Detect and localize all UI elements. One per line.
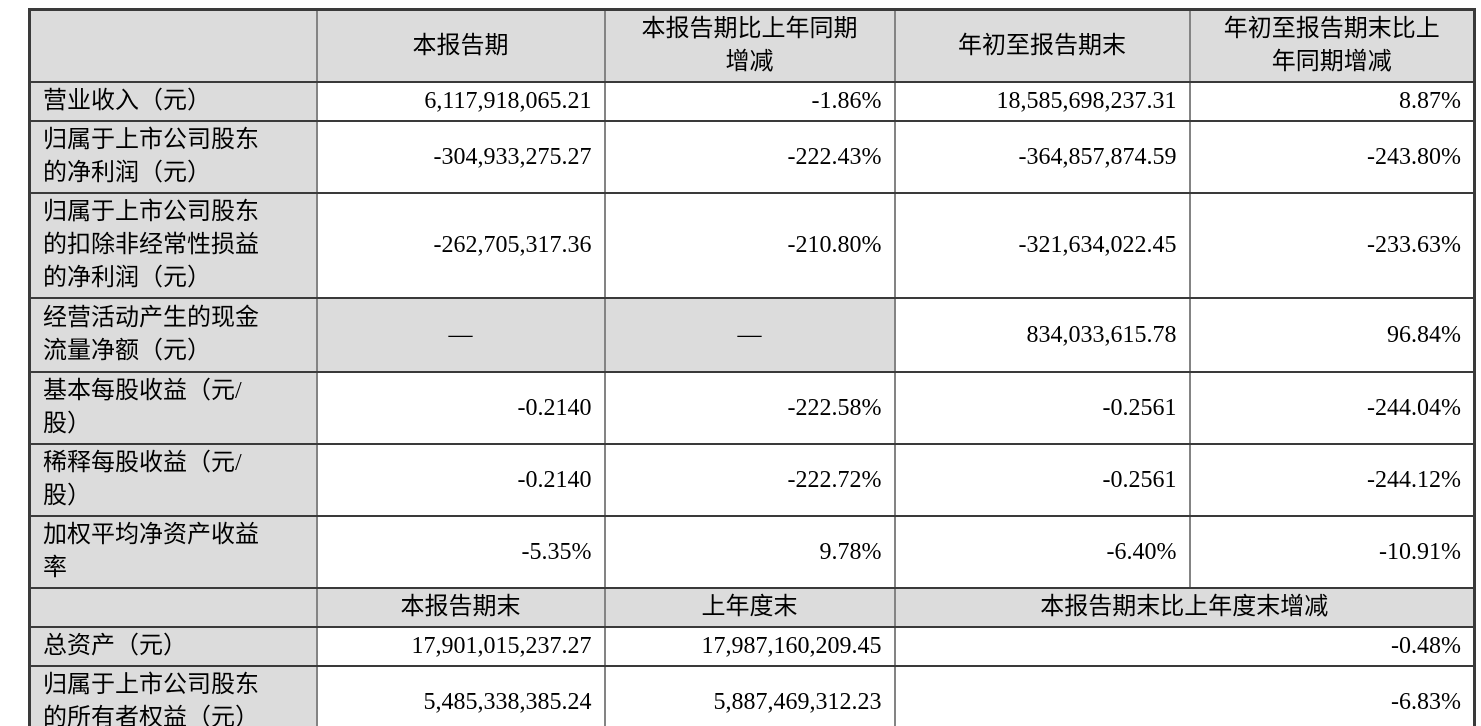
header-change-vs-prior-year-end: 本报告期末比上年度末增减 [893,587,1476,628]
row-label: 经营活动产生的现金 流量净额（元） [28,297,318,373]
table-row-basic-eps: 基本每股收益（元/ 股） -0.2140 -222.58% -0.2561 -2… [28,371,1476,445]
cell-value: 8.87% [1188,81,1476,122]
header-corner-cell [28,8,318,83]
financial-summary-table: 本报告期 本报告期比上年同期 增减 年初至报告期末 年初至报告期末比上 年同期增… [28,8,1476,726]
table-row-operating-cash-flow: 经营活动产生的现金 流量净额（元） — — 834,033,615.78 96.… [28,297,1476,373]
table-row-net-profit: 归属于上市公司股东 的净利润（元） -304,933,275.27 -222.4… [28,120,1476,194]
cell-empty-dash: — [603,297,896,373]
row-label: 基本每股收益（元/ 股） [28,371,318,445]
row-label: 归属于上市公司股东 的扣除非经常性损益 的净利润（元） [28,192,318,299]
row-label: 归属于上市公司股东 的所有者权益（元） [28,665,318,726]
cell-value: -222.43% [603,120,896,194]
cell-value: -5.35% [315,515,606,589]
cell-value: -0.2561 [893,371,1191,445]
period-header-row: 本报告期 本报告期比上年同期 增减 年初至报告期末 年初至报告期末比上 年同期增… [28,8,1476,83]
cell-value: -262,705,317.36 [315,192,606,299]
row-label: 加权平均净资产收益 率 [28,515,318,589]
cell-value: 5,887,469,312.23 [603,665,896,726]
cell-value: -10.91% [1188,515,1476,589]
table-row-diluted-eps: 稀释每股收益（元/ 股） -0.2140 -222.72% -0.2561 -2… [28,443,1476,517]
cell-value: 834,033,615.78 [893,297,1191,373]
cell-value: -6.83% [893,665,1476,726]
cell-value: -244.04% [1188,371,1476,445]
cell-value: -233.63% [1188,192,1476,299]
cell-value: 17,987,160,209.45 [603,626,896,667]
cell-value: -0.2140 [315,443,606,517]
table-row-revenue: 营业收入（元） 6,117,918,065.21 -1.86% 18,585,6… [28,81,1476,122]
cell-value: -244.12% [1188,443,1476,517]
table-row-total-assets: 总资产（元） 17,901,015,237.27 17,987,160,209.… [28,626,1476,667]
cell-value: 18,585,698,237.31 [893,81,1191,122]
cell-value: 9.78% [603,515,896,589]
table-row-owners-equity: 归属于上市公司股东 的所有者权益（元） 5,485,338,385.24 5,8… [28,665,1476,726]
table-row-weighted-avg-roe: 加权平均净资产收益 率 -5.35% 9.78% -6.40% -10.91% [28,515,1476,589]
cell-value: 17,901,015,237.27 [315,626,606,667]
cell-empty-dash: — [315,297,606,373]
header-current-period: 本报告期 [315,8,606,83]
header-end-of-period: 本报告期末 [315,587,606,628]
header-end-of-prior-year: 上年度末 [603,587,896,628]
row-label: 总资产（元） [28,626,318,667]
cell-value: -0.48% [893,626,1476,667]
cell-value: -6.40% [893,515,1191,589]
table-row-net-profit-excl-nonrecurring: 归属于上市公司股东 的扣除非经常性损益 的净利润（元） -262,705,317… [28,192,1476,299]
cell-value: -0.2140 [315,371,606,445]
header-yoy-change: 本报告期比上年同期 增减 [603,8,896,83]
cell-value: -304,933,275.27 [315,120,606,194]
header-ytd-yoy-change: 年初至报告期末比上 年同期增减 [1188,8,1476,83]
cell-value: -0.2561 [893,443,1191,517]
cell-value: 6,117,918,065.21 [315,81,606,122]
row-label: 归属于上市公司股东 的净利润（元） [28,120,318,194]
cell-value: -321,634,022.45 [893,192,1191,299]
cell-value: -243.80% [1188,120,1476,194]
cell-value: -1.86% [603,81,896,122]
cell-value: -210.80% [603,192,896,299]
header-corner-cell [28,587,318,628]
row-label: 稀释每股收益（元/ 股） [28,443,318,517]
cell-value: -222.58% [603,371,896,445]
cell-value: -364,857,874.59 [893,120,1191,194]
cell-value: -222.72% [603,443,896,517]
header-ytd: 年初至报告期末 [893,8,1191,83]
cell-value: 5,485,338,385.24 [315,665,606,726]
snapshot-header-row: 本报告期末 上年度末 本报告期末比上年度末增减 [28,587,1476,628]
cell-value: 96.84% [1188,297,1476,373]
row-label: 营业收入（元） [28,81,318,122]
